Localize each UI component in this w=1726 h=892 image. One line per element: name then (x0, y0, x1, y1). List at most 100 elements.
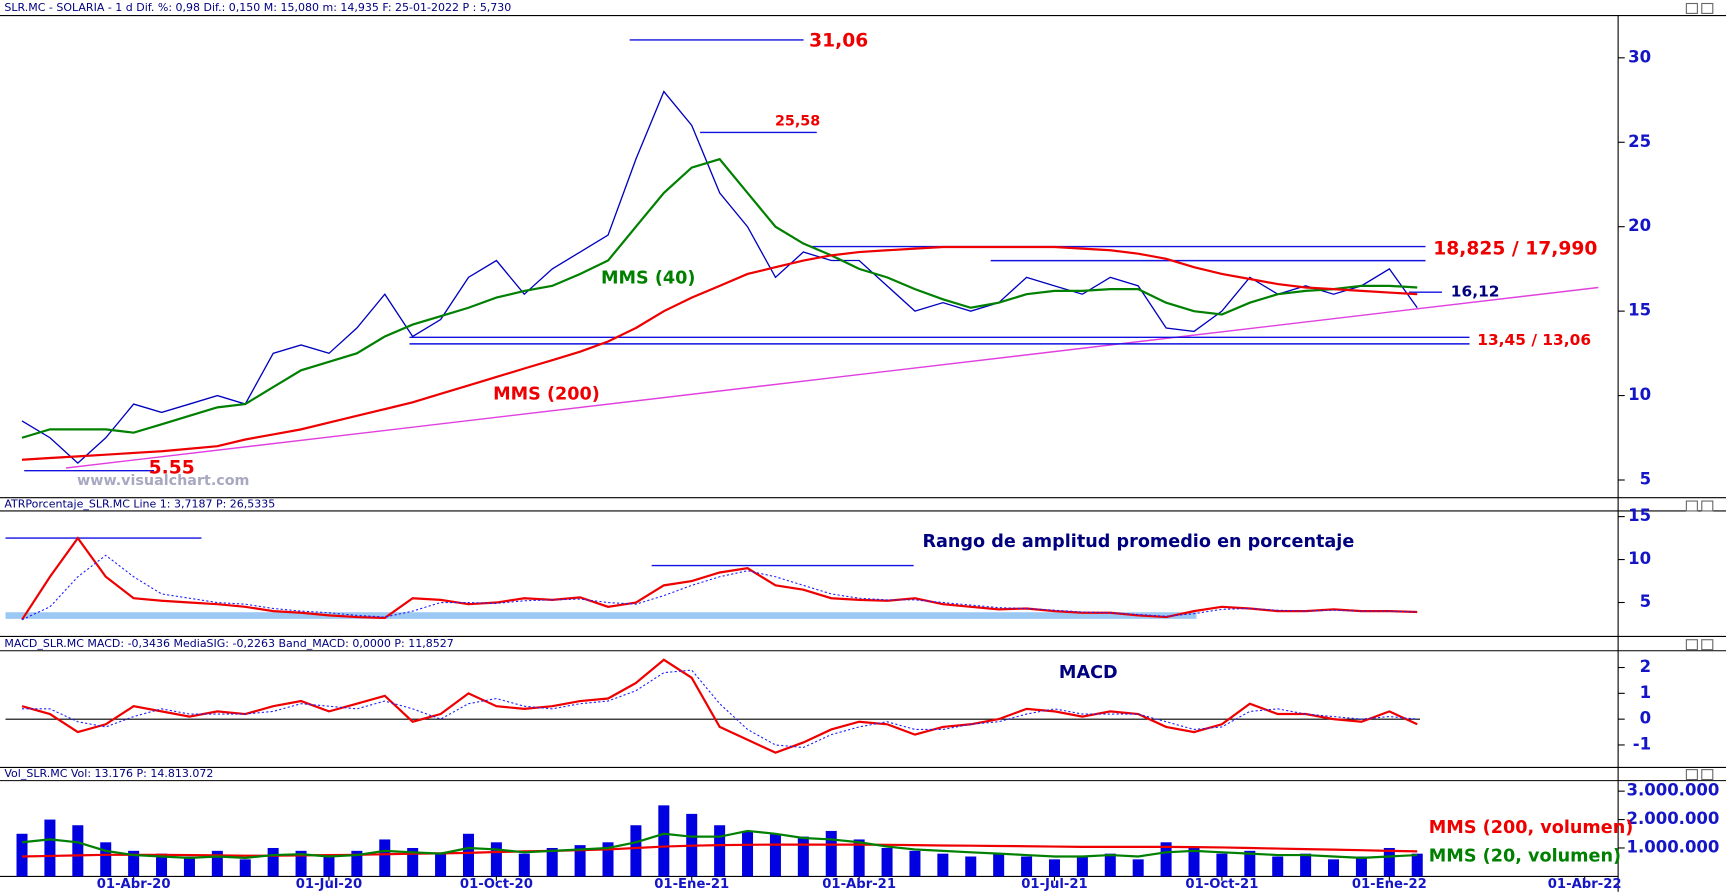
x-tick-label: 01-Abr-20 (97, 877, 171, 892)
y-tick-label: 2.000.000 (1626, 809, 1719, 828)
y-tick-label: 1 (1640, 683, 1651, 702)
volume-bar (1383, 847, 1395, 877)
series-line (21, 157, 1418, 439)
volume-bar (1132, 859, 1144, 877)
button[interactable] (1685, 639, 1698, 651)
volume-bar (797, 836, 809, 877)
level-label: 5.55 (149, 458, 195, 479)
level-label: 31,06 (809, 30, 868, 51)
volume-bar (1355, 856, 1367, 877)
volume-bar (630, 825, 642, 877)
button[interactable] (1701, 2, 1714, 14)
panel-header: Vol_SLR.MC Vol: 13.176 P: 14.813.072 (4, 767, 213, 780)
volume-bar (881, 847, 893, 877)
volume-bar (1048, 859, 1060, 877)
x-tick-label: 01-Jul-20 (296, 877, 362, 892)
volume-bar (965, 856, 977, 877)
volume-bar (658, 805, 670, 877)
volume-bar (128, 850, 140, 877)
button[interactable] (1701, 639, 1714, 651)
series-line (21, 90, 1418, 464)
x-tick-label: 01-Ene-22 (1352, 877, 1427, 892)
volume-bar (1328, 859, 1340, 877)
volume-bar (1272, 856, 1284, 877)
volume-bar (267, 847, 279, 877)
x-tick-label: 01-Ene-21 (654, 877, 729, 892)
volume-bar (1216, 853, 1228, 877)
y-tick-label: 5 (1640, 470, 1651, 489)
volume-bar (72, 825, 84, 877)
x-tick-label: 01-Abr-22 (1548, 877, 1622, 892)
volume-bar (1411, 853, 1423, 877)
panel: Vol_SLR.MC Vol: 13.176 P: 14.813.072 1.00… (4, 767, 1719, 892)
y-tick-label: 15 (1628, 301, 1651, 320)
y-tick-label: 10 (1628, 385, 1651, 404)
window-buttons (1685, 2, 1714, 781)
y-tick-label: 0 (1640, 709, 1651, 728)
volume-bar (239, 859, 251, 877)
volume-bar (714, 825, 726, 877)
button[interactable] (1685, 2, 1698, 14)
volume-bar (183, 856, 195, 877)
y-tick-label: 30 (1628, 47, 1651, 66)
button[interactable] (1701, 500, 1714, 512)
series-line (21, 658, 1418, 754)
volume-bar (323, 856, 335, 877)
series-label: MMS (200) (493, 384, 600, 404)
volume-bar (825, 830, 837, 877)
volume-bar (853, 839, 865, 877)
volume-bar (407, 847, 419, 877)
level-label: 25,58 (775, 113, 820, 129)
y-tick-label: 3.000.000 (1626, 781, 1719, 800)
volume-bar (909, 850, 921, 877)
y-tick-label: 1.000.000 (1626, 837, 1719, 856)
button[interactable] (1701, 769, 1714, 781)
y-tick-label: 15 (1628, 506, 1651, 525)
y-tick-label: 2 (1640, 657, 1651, 676)
button[interactable] (1685, 769, 1698, 781)
series-label: MMS (40) (601, 269, 695, 289)
series-label: MMS (20, volumen) (1429, 847, 1621, 867)
y-tick-label: 25 (1628, 132, 1651, 151)
panel-header: MACD_SLR.MC MACD: -0,3436 MediaSIG: -0,2… (4, 637, 453, 650)
volume-bar (769, 833, 781, 877)
y-tick-label: 20 (1628, 216, 1651, 235)
y-tick-label: 5 (1640, 592, 1651, 611)
x-tick-label: 01-Abr-21 (822, 877, 896, 892)
panel-header: SLR.MC - SOLARIA - 1 d Dif. %: 0,98 Dif.… (4, 1, 511, 14)
x-tick-label: 01-Oct-21 (1185, 877, 1258, 892)
volume-bar (546, 847, 558, 877)
series-line (21, 843, 1418, 858)
series-label: MMS (200, volumen) (1429, 818, 1634, 838)
panel: MACD_SLR.MC MACD: -0,3436 MediaSIG: -0,2… (4, 637, 1651, 754)
volume-bar (295, 850, 307, 877)
series-line (21, 245, 1418, 461)
volume-bar (742, 830, 754, 877)
y-tick-label: -1 (1633, 734, 1651, 753)
volume-bar (518, 853, 530, 877)
level-label: 18,825 / 17,990 (1433, 238, 1597, 259)
volume-bar (435, 853, 447, 877)
volume-bar (937, 853, 949, 877)
series-line (21, 829, 1418, 860)
volume-bar (462, 833, 474, 877)
volume-bar (156, 853, 168, 877)
volume-bar (602, 842, 614, 877)
button[interactable] (1685, 500, 1698, 512)
volume-bar (211, 850, 223, 877)
volume-bar (490, 842, 502, 877)
volume-bar (351, 850, 363, 877)
level-label: 13,45 / 13,06 (1477, 331, 1591, 349)
panel-header: ATRPorcentaje_SLR.MC Line 1: 3,7187 P: 2… (4, 497, 275, 510)
volume-bar (44, 819, 56, 877)
panel-subtitle: MACD (1059, 663, 1118, 683)
volume-bar (993, 853, 1005, 877)
series-line (22, 669, 1418, 749)
series-line (21, 554, 1418, 621)
volume-bar (1160, 842, 1172, 877)
volume-bar (379, 839, 391, 877)
volume-bar (100, 842, 112, 877)
volume-bar (1188, 847, 1200, 877)
x-tick-label: 01-Jul-21 (1021, 877, 1087, 892)
